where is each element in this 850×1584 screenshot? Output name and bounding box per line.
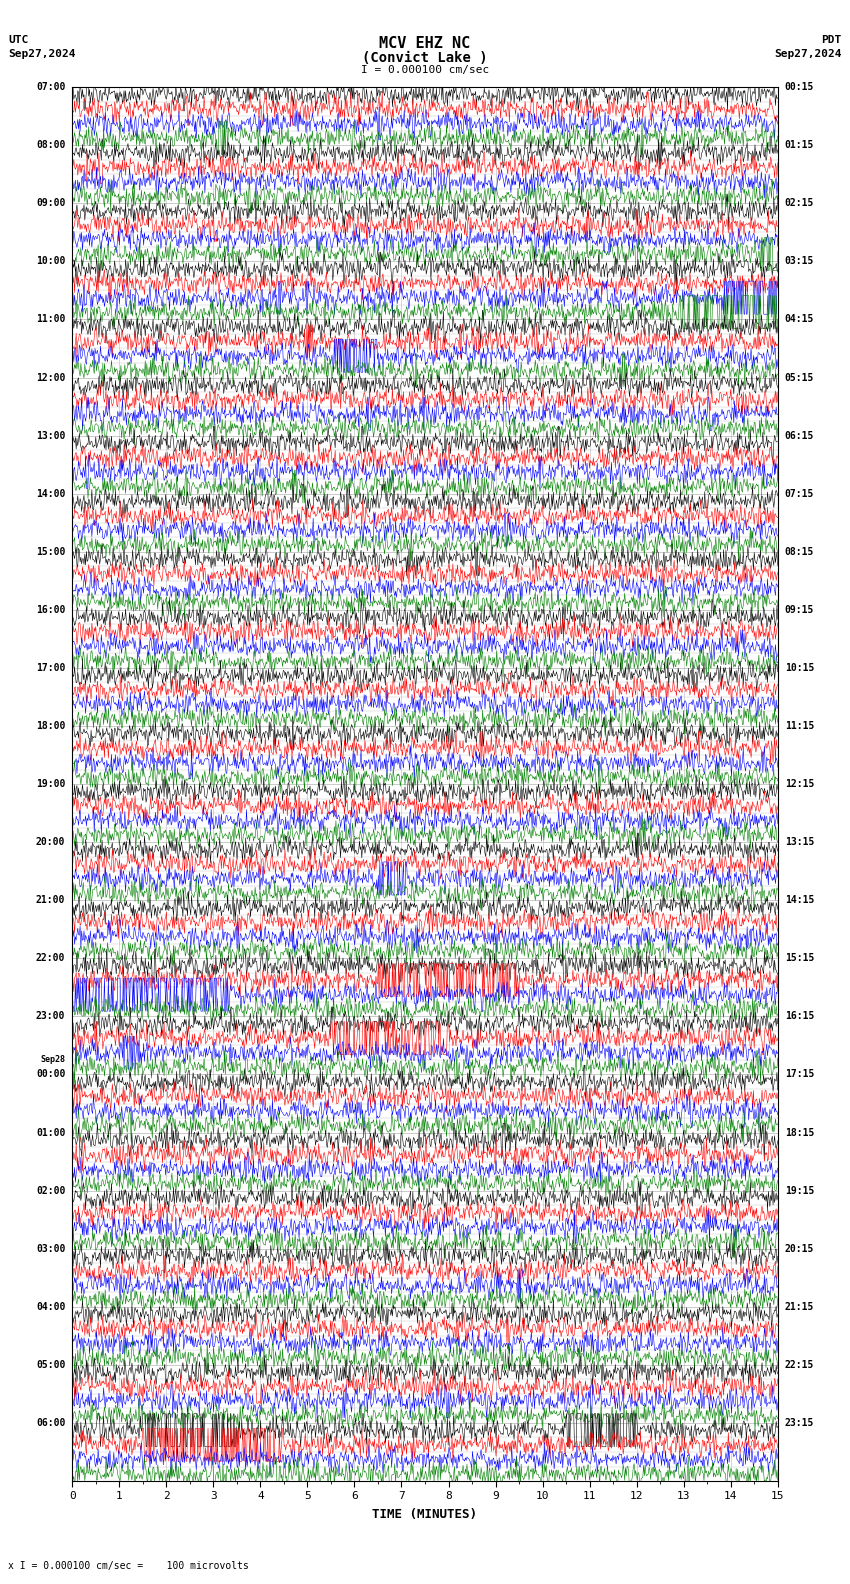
Text: PDT: PDT xyxy=(821,35,842,44)
Text: I = 0.000100 cm/sec: I = 0.000100 cm/sec xyxy=(361,65,489,74)
Text: 23:00: 23:00 xyxy=(36,1012,65,1022)
Text: 20:15: 20:15 xyxy=(785,1243,814,1253)
Text: 02:00: 02:00 xyxy=(36,1186,65,1196)
Text: 13:00: 13:00 xyxy=(36,431,65,440)
Text: 03:15: 03:15 xyxy=(785,257,814,266)
Text: 10:15: 10:15 xyxy=(785,664,814,673)
Text: 04:15: 04:15 xyxy=(785,315,814,325)
Text: 22:15: 22:15 xyxy=(785,1361,814,1370)
Text: x I = 0.000100 cm/sec =    100 microvolts: x I = 0.000100 cm/sec = 100 microvolts xyxy=(8,1562,249,1571)
Text: 05:00: 05:00 xyxy=(36,1361,65,1370)
Text: 16:00: 16:00 xyxy=(36,605,65,615)
Text: 14:15: 14:15 xyxy=(785,895,814,904)
Text: 19:15: 19:15 xyxy=(785,1186,814,1196)
Text: 23:15: 23:15 xyxy=(785,1418,814,1427)
Text: Sep27,2024: Sep27,2024 xyxy=(774,49,842,59)
Text: 21:15: 21:15 xyxy=(785,1302,814,1312)
Text: 01:15: 01:15 xyxy=(785,141,814,150)
Text: MCV EHZ NC: MCV EHZ NC xyxy=(379,36,471,51)
Text: 22:00: 22:00 xyxy=(36,954,65,963)
Text: 13:15: 13:15 xyxy=(785,838,814,847)
Text: 14:00: 14:00 xyxy=(36,489,65,499)
Text: 11:00: 11:00 xyxy=(36,315,65,325)
Text: 09:00: 09:00 xyxy=(36,198,65,208)
Text: 07:00: 07:00 xyxy=(36,82,65,92)
X-axis label: TIME (MINUTES): TIME (MINUTES) xyxy=(372,1508,478,1521)
Text: 05:15: 05:15 xyxy=(785,372,814,382)
Text: 07:15: 07:15 xyxy=(785,489,814,499)
Text: 15:00: 15:00 xyxy=(36,546,65,556)
Text: 00:00: 00:00 xyxy=(36,1069,65,1079)
Text: UTC: UTC xyxy=(8,35,29,44)
Text: 16:15: 16:15 xyxy=(785,1012,814,1022)
Text: 10:00: 10:00 xyxy=(36,257,65,266)
Text: (Convict Lake ): (Convict Lake ) xyxy=(362,51,488,65)
Text: 11:15: 11:15 xyxy=(785,721,814,730)
Text: 20:00: 20:00 xyxy=(36,838,65,847)
Text: 06:15: 06:15 xyxy=(785,431,814,440)
Text: 04:00: 04:00 xyxy=(36,1302,65,1312)
Text: 08:15: 08:15 xyxy=(785,546,814,556)
Text: 01:00: 01:00 xyxy=(36,1128,65,1137)
Text: 06:00: 06:00 xyxy=(36,1418,65,1427)
Text: 09:15: 09:15 xyxy=(785,605,814,615)
Text: 17:00: 17:00 xyxy=(36,664,65,673)
Text: 18:15: 18:15 xyxy=(785,1128,814,1137)
Text: 18:00: 18:00 xyxy=(36,721,65,730)
Text: 12:00: 12:00 xyxy=(36,372,65,382)
Text: 19:00: 19:00 xyxy=(36,779,65,789)
Text: 21:00: 21:00 xyxy=(36,895,65,904)
Text: Sep28: Sep28 xyxy=(40,1055,65,1064)
Text: 02:15: 02:15 xyxy=(785,198,814,208)
Text: 03:00: 03:00 xyxy=(36,1243,65,1253)
Text: 12:15: 12:15 xyxy=(785,779,814,789)
Text: 15:15: 15:15 xyxy=(785,954,814,963)
Text: Sep27,2024: Sep27,2024 xyxy=(8,49,76,59)
Text: 00:15: 00:15 xyxy=(785,82,814,92)
Text: 17:15: 17:15 xyxy=(785,1069,814,1079)
Text: 08:00: 08:00 xyxy=(36,141,65,150)
